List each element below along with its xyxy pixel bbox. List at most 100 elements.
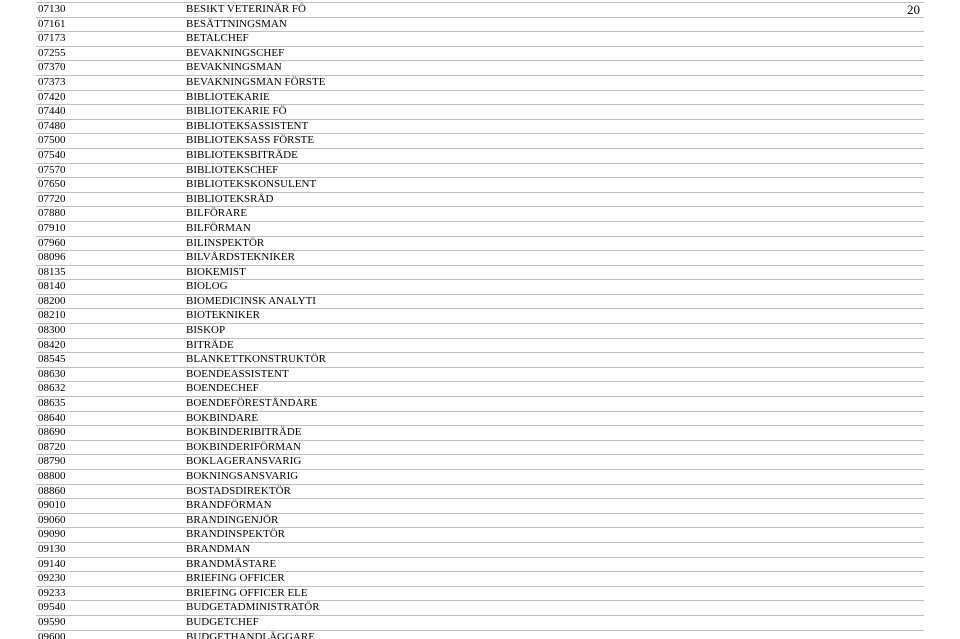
table-row: 08200BIOMEDICINSK ANALYTI xyxy=(36,294,924,309)
description-cell: BIOKEMIST xyxy=(186,265,924,280)
table-row: 07960BILINSPEKTÖR xyxy=(36,236,924,251)
code-cell: 09060 xyxy=(36,513,186,528)
table-row: 08096BILVÅRDSTEKNIKER xyxy=(36,251,924,266)
code-cell: 07480 xyxy=(36,119,186,134)
code-cell: 09540 xyxy=(36,601,186,616)
code-cell: 07540 xyxy=(36,148,186,163)
table-row: 08640BOKBINDARE xyxy=(36,411,924,426)
description-cell: BIOTEKNIKER xyxy=(186,309,924,324)
table-row: 08135BIOKEMIST xyxy=(36,265,924,280)
table-row: 08420BITRÄDE xyxy=(36,338,924,353)
code-cell: 07173 xyxy=(36,32,186,47)
code-cell: 08632 xyxy=(36,382,186,397)
table-row: 09090BRANDINSPEKTÖR xyxy=(36,528,924,543)
table-row: 08690BOKBINDERIBITRÄDE xyxy=(36,426,924,441)
code-cell: 08420 xyxy=(36,338,186,353)
table-body: 07130BESIKT VETERINÄR FÖ07161BESÄTTNINGS… xyxy=(36,3,924,639)
table-row: 09230BRIEFING OFFICER xyxy=(36,572,924,587)
code-cell: 09230 xyxy=(36,572,186,587)
code-cell: 08300 xyxy=(36,324,186,339)
description-cell: BEVAKNINGSMAN FÖRSTE xyxy=(186,75,924,90)
description-cell: BIBLIOTEKARIE xyxy=(186,90,924,105)
table-row: 08632BOENDECHEF xyxy=(36,382,924,397)
code-cell: 07420 xyxy=(36,90,186,105)
code-cell: 09600 xyxy=(36,630,186,639)
code-cell: 09233 xyxy=(36,586,186,601)
code-cell: 07500 xyxy=(36,134,186,149)
code-cell: 08096 xyxy=(36,251,186,266)
description-cell: BIBLIOTEKSRÅD xyxy=(186,192,924,207)
description-cell: BISKOP xyxy=(186,324,924,339)
table-row: 08545BLANKETTKONSTRUKTÖR xyxy=(36,353,924,368)
description-cell: BESIKT VETERINÄR FÖ xyxy=(186,3,924,18)
table-row: 07650BIBLIOTEKSKONSULENT xyxy=(36,178,924,193)
description-cell: BRANDMÄSTARE xyxy=(186,557,924,572)
code-cell: 09010 xyxy=(36,499,186,514)
code-cell: 08790 xyxy=(36,455,186,470)
code-cell: 08800 xyxy=(36,470,186,485)
code-cell: 09140 xyxy=(36,557,186,572)
table-row: 07130BESIKT VETERINÄR FÖ xyxy=(36,3,924,18)
description-cell: BIBLIOTEKSASS FÖRSTE xyxy=(186,134,924,149)
description-cell: BRIEFING OFFICER xyxy=(186,572,924,587)
description-cell: BIOLOG xyxy=(186,280,924,295)
table-row: 08720BOKBINDERIFÖRMAN xyxy=(36,440,924,455)
table-row: 09590BUDGETCHEF xyxy=(36,615,924,630)
description-cell: BIBLIOTEKSCHEF xyxy=(186,163,924,178)
description-cell: BOENDEASSISTENT xyxy=(186,367,924,382)
description-cell: BRANDINSPEKTÖR xyxy=(186,528,924,543)
code-cell: 08200 xyxy=(36,294,186,309)
table-row: 07173BETALCHEF xyxy=(36,32,924,47)
page-number: 20 xyxy=(907,2,920,18)
code-cell: 07720 xyxy=(36,192,186,207)
table-row: 07161BESÄTTNINGSMAN xyxy=(36,17,924,32)
table-row: 07500BIBLIOTEKSASS FÖRSTE xyxy=(36,134,924,149)
table-row: 07910BILFÖRMAN xyxy=(36,221,924,236)
description-cell: BOSTADSDIREKTÖR xyxy=(186,484,924,499)
table-row: 07570BIBLIOTEKSCHEF xyxy=(36,163,924,178)
table-row: 07440BIBLIOTEKARIE FÖ xyxy=(36,105,924,120)
table-row: 09600BUDGETHANDLÄGGARE xyxy=(36,630,924,639)
description-cell: BITRÄDE xyxy=(186,338,924,353)
table-row: 09060BRANDINGENJÖR xyxy=(36,513,924,528)
description-cell: BLANKETTKONSTRUKTÖR xyxy=(186,353,924,368)
description-cell: BOENDEFÖRESTÅNDARE xyxy=(186,397,924,412)
table-row: 07540BIBLIOTEKSBITRÄDE xyxy=(36,148,924,163)
description-cell: BRANDMAN xyxy=(186,542,924,557)
description-cell: BOKBINDERIBITRÄDE xyxy=(186,426,924,441)
table-row: 08140BIOLOG xyxy=(36,280,924,295)
description-cell: BUDGETCHEF xyxy=(186,615,924,630)
code-cell: 07440 xyxy=(36,105,186,120)
description-cell: BUDGETADMINISTRATÖR xyxy=(186,601,924,616)
description-cell: BESÄTTNINGSMAN xyxy=(186,17,924,32)
code-cell: 08630 xyxy=(36,367,186,382)
table-row: 09233BRIEFING OFFICER ELE xyxy=(36,586,924,601)
table-row: 07480BIBLIOTEKSASSISTENT xyxy=(36,119,924,134)
table-row: 09540BUDGETADMINISTRATÖR xyxy=(36,601,924,616)
description-cell: BOKLAGERANSVARIG xyxy=(186,455,924,470)
code-cell: 07255 xyxy=(36,46,186,61)
code-cell: 07880 xyxy=(36,207,186,222)
code-cell: 08140 xyxy=(36,280,186,295)
document-page: 20 07130BESIKT VETERINÄR FÖ07161BESÄTTNI… xyxy=(0,0,960,639)
description-cell: BIBLIOTEKSBITRÄDE xyxy=(186,148,924,163)
code-cell: 08210 xyxy=(36,309,186,324)
table-row: 09130BRANDMAN xyxy=(36,542,924,557)
description-cell: BRANDINGENJÖR xyxy=(186,513,924,528)
table-row: 09010BRANDFÖRMAN xyxy=(36,499,924,514)
code-cell: 07161 xyxy=(36,17,186,32)
code-cell: 07570 xyxy=(36,163,186,178)
description-cell: BILFÖRMAN xyxy=(186,221,924,236)
code-cell: 09590 xyxy=(36,615,186,630)
code-cell: 07130 xyxy=(36,3,186,18)
table-row: 08630BOENDEASSISTENT xyxy=(36,367,924,382)
description-cell: BOENDECHEF xyxy=(186,382,924,397)
description-cell: BRIEFING OFFICER ELE xyxy=(186,586,924,601)
table-row: 07373BEVAKNINGSMAN FÖRSTE xyxy=(36,75,924,90)
code-cell: 08640 xyxy=(36,411,186,426)
table-row: 09140BRANDMÄSTARE xyxy=(36,557,924,572)
code-cell: 09130 xyxy=(36,542,186,557)
code-cell: 08690 xyxy=(36,426,186,441)
description-cell: BIBLIOTEKSASSISTENT xyxy=(186,119,924,134)
code-cell: 09090 xyxy=(36,528,186,543)
